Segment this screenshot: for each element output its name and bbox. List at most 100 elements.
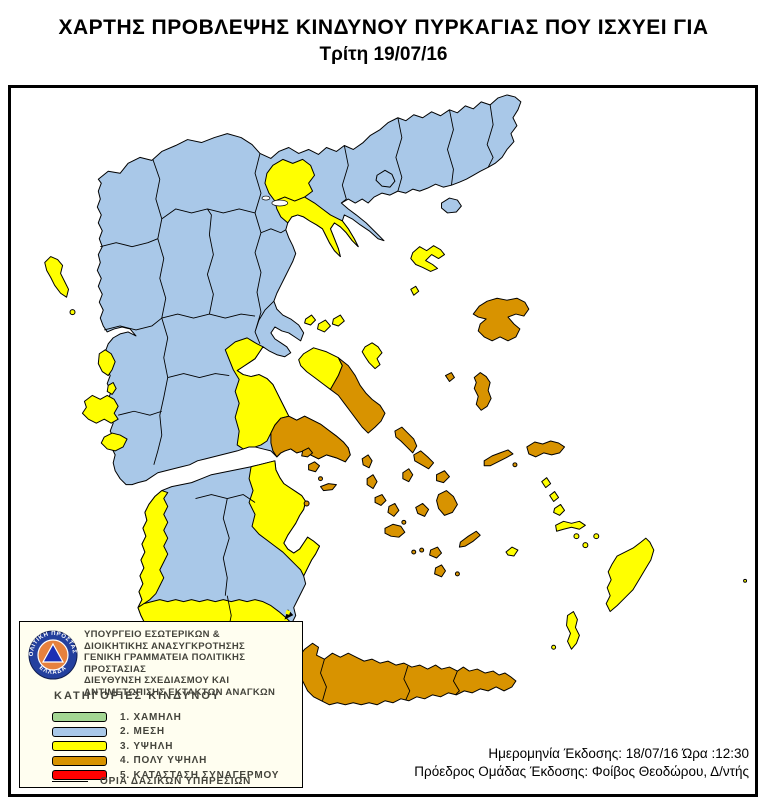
risk-very-high-label: 4. ΠΟΛΥ ΥΨΗΛΗ	[120, 755, 208, 767]
region-milos	[384, 523, 406, 538]
agency-title: ΥΠΟΥΡΓΕΙΟ ΕΣΩΤΕΡΙΚΩΝ & ΔΙΟΙΚΗΤΙΚΗΣ ΑΝΑΣΥ…	[84, 629, 300, 699]
region-karpathos	[566, 611, 580, 650]
region-naxos	[436, 490, 458, 516]
page-title: ΧΑΡΤΗΣ ΠΡΟΒΛΕΨΗΣ ΚΙΝΔΥΝΟΥ ΠΥΡΚΑΓΙΑΣ ΠΟΥ …	[0, 16, 767, 66]
region-tinos	[413, 450, 435, 470]
region-crete	[298, 642, 517, 706]
region-euboea-south	[329, 357, 386, 434]
legend-header: ΚΑΤΗΓΟΡΙΕΣ ΚΙΝΔΥΝΟΥ	[54, 690, 221, 702]
region-limnos	[410, 245, 445, 272]
region-kythnos	[366, 474, 378, 490]
region-serifos	[374, 494, 387, 506]
risk-high-label: 3. ΥΨΗΛΗ	[120, 740, 174, 752]
region-kasos	[551, 644, 557, 650]
region-skiathos	[304, 314, 317, 326]
region-mykonos	[436, 470, 450, 484]
region-skyros	[361, 342, 383, 370]
region-kastellorizo	[743, 578, 748, 583]
region-ikaria	[483, 449, 514, 467]
region-mainland-north	[96, 94, 522, 486]
map-canvas	[44, 94, 748, 737]
region-fourni	[512, 462, 518, 468]
page-title-line1: ΧΑΡΤΗΣ ΠΡΟΒΛΕΨΗΣ ΚΙΝΔΥΝΟΥ ΠΥΡΚΑΓΙΑΣ ΠΟΥ …	[58, 16, 709, 39]
agency-line: ΔΙΕΥΘΥΝΣΗ ΣΧΕΔΙΑΣΜΟΥ ΚΑΙ	[84, 675, 230, 687]
map-legend: ΠΟΛΙΤΙΚΗ ΠΡΟΣΤΑΣΙΑ ΕΛΛΑΔΑ ΥΠΟΥΡΓΕΙΟ ΕΣΩΤ…	[19, 621, 303, 788]
region-central-greece	[224, 337, 290, 450]
region-anafi	[454, 571, 460, 577]
region-hydra	[320, 483, 337, 492]
region-patmos	[541, 477, 552, 489]
boundary-line-icon	[52, 780, 88, 782]
forest-boundary-legend: ΟΡΙΑ ΔΑΣΙΚΩΝ ΥΠΗΡΕΣΙΩΝ	[52, 774, 251, 788]
region-kimolos	[401, 519, 407, 525]
region-kalymnos	[553, 503, 566, 516]
region-leros	[549, 491, 560, 502]
agency-line: ΔΙΟΙΚΗΤΙΚΗΣ ΑΝΑΣΥΓΚΡΟΤΗΣΗΣ	[84, 640, 246, 652]
region-ios	[429, 546, 443, 559]
region-agios-efstratios	[410, 285, 420, 296]
region-samos	[526, 440, 566, 458]
region-folegandros	[411, 549, 417, 555]
risk-alert-label: 5. ΚΑΤΑΣΤΑΣΗ ΣΥΝΑΓΕΡΜΟΥ	[120, 769, 280, 781]
region-corfu	[44, 256, 70, 298]
legend-row-low: 1. ΧΑΜΗΛΗ	[52, 710, 279, 725]
region-lesbos	[472, 297, 530, 342]
legend-row-high: 3. ΥΨΗΛΗ	[52, 739, 279, 754]
region-spetses	[303, 500, 310, 507]
region-tilos	[582, 542, 589, 549]
region-aegina	[308, 461, 321, 473]
issue-president-line: Πρόεδρος Ομάδας Έκδοσης: Φοίβος Θεοδώρου…	[414, 763, 749, 779]
agency-line: ΑΝΤΙΜΕΤΩΠΙΣΗΣ ΕΚΤΑΚΤΩΝ ΑΝΑΓΚΩΝ	[84, 686, 276, 698]
region-nisyros	[573, 533, 580, 540]
agency-line: ΓΕΝΙΚΗ ΓΡΑΜΜΑΤΕΙΑ ΠΟΛΙΤΙΚΗΣ ΠΡΟΣΤΑΣΙΑΣ	[84, 652, 246, 675]
legend-row-very-high: 4. ΠΟΛΥ ΥΨΗΛΗ	[52, 754, 279, 769]
risk-alert-swatch	[52, 770, 107, 781]
region-lefkada	[97, 349, 116, 377]
legend-row-alert: 5. ΚΑΤΑΣΤΑΣΗ ΣΥΝΑΓΕΡΜΟΥ	[52, 768, 279, 783]
region-salamis	[301, 447, 314, 458]
region-sifnos	[387, 502, 400, 517]
page-title-date: Τρίτη 19/07/16	[319, 44, 448, 65]
region-paros	[415, 502, 430, 517]
risk-medium-swatch	[52, 726, 107, 737]
risk-low-label: 1. ΧΑΜΗΛΗ	[120, 711, 182, 723]
region-thasos	[375, 169, 396, 188]
region-amorgos	[458, 530, 481, 548]
region-rhodes	[605, 537, 655, 613]
region-alonnisos	[331, 314, 345, 327]
region-kos	[555, 520, 586, 532]
region-paxoi	[69, 309, 76, 316]
agency-line: ΥΠΟΥΡΓΕΙΟ ΕΣΩΤΕΡΙΚΩΝ &	[84, 629, 220, 640]
risk-low-swatch	[52, 712, 107, 723]
civil-protection-logo: ΠΟΛΙΤΙΚΗ ΠΡΟΣΤΑΣΙΑ ΕΛΛΑΔΑ	[24, 624, 80, 682]
region-kilkis	[264, 158, 316, 202]
boundary-label: ΟΡΙΑ ΔΑΣΙΚΩΝ ΥΠΗΡΕΣΙΩΝ	[100, 775, 252, 787]
region-symi	[593, 533, 600, 540]
region-kea	[361, 454, 373, 469]
risk-medium-label: 2. ΜΕΣΗ	[120, 726, 165, 738]
region-zakynthos	[100, 432, 128, 452]
region-samothrace	[441, 197, 462, 214]
region-kefalonia	[81, 394, 119, 424]
greece-fire-risk-map: ΠΟΛΙΤΙΚΗ ΠΡΟΣΤΑΣΙΑ ΕΛΛΑΔΑ ΥΠΟΥΡΓΕΙΟ ΕΣΩΤ…	[8, 85, 758, 797]
region-pelop-northeast	[248, 460, 321, 577]
region-skopelos	[317, 319, 331, 333]
region-andros	[394, 426, 418, 454]
risk-very-high-swatch	[52, 755, 107, 766]
logo-triangle-icon	[41, 642, 65, 663]
region-thessaloniki-chalkidiki	[274, 196, 359, 258]
region-ithaki	[106, 382, 117, 395]
legend-row-medium: 2. ΜΕΣΗ	[52, 725, 279, 740]
region-astypalea	[505, 546, 519, 557]
legend-rows: 1. ΧΑΜΗΛΗ 2. ΜΕΣΗ 3. ΥΨΗΛΗ 4. ΠΟΛΥ ΥΨΗΛΗ…	[52, 710, 279, 783]
risk-high-swatch	[52, 741, 107, 752]
region-poros	[318, 476, 323, 482]
civil-protection-logo-icon: ΠΟΛΙΤΙΚΗ ΠΡΟΣΤΑΣΙΑ ΕΛΛΑΔΑ	[24, 624, 78, 680]
region-syros	[402, 468, 414, 483]
region-attica	[270, 415, 351, 463]
region-chios	[473, 372, 492, 411]
region-psara	[445, 372, 455, 383]
lakes	[261, 195, 289, 207]
region-santorini	[434, 564, 446, 578]
